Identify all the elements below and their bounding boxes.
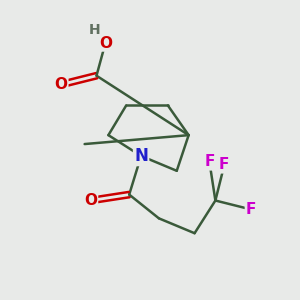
Text: F: F [246, 202, 256, 217]
Text: F: F [219, 158, 230, 172]
Text: O: O [54, 77, 67, 92]
Text: O: O [84, 193, 97, 208]
Text: N: N [134, 147, 148, 165]
Text: O: O [99, 35, 112, 50]
Text: H: H [89, 22, 101, 37]
Text: F: F [204, 154, 214, 169]
